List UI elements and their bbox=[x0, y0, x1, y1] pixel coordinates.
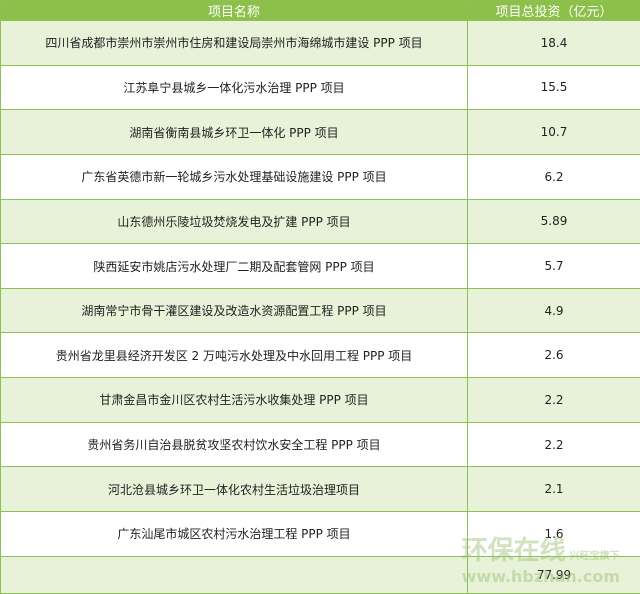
project-name: 广东汕尾市城区农村污水治理工程 PPP 项目 bbox=[0, 511, 468, 557]
table-row: 贵州省龙里县经济开发区 2 万吨污水处理及中水回用工程 PPP 项目 2.6 bbox=[0, 332, 640, 379]
investment: 1.6 bbox=[467, 511, 640, 557]
investment: 10.7 bbox=[467, 109, 640, 155]
header-cell: 项目名称 bbox=[0, 0, 468, 21]
investment: 4.9 bbox=[467, 287, 640, 334]
investment: 5.7 bbox=[467, 243, 640, 289]
investment: 15.5 bbox=[467, 64, 640, 111]
project-name: 湖南常宁市骨干灌区建设及改造水资源配置工程 PPP 项目 bbox=[0, 287, 468, 334]
table-row: 甘肃金昌市金川区农村生活污水收集处理 PPP 项目 2.2 bbox=[0, 377, 640, 423]
table-row: 湖南常宁市骨干灌区建设及改造水资源配置工程 PPP 项目 4.9 bbox=[0, 287, 640, 334]
project-name: 贵州省龙里县经济开发区 2 万吨污水处理及中水回用工程 PPP 项目 bbox=[0, 332, 468, 379]
total-label bbox=[0, 555, 468, 594]
project-name: 河北沧县城乡环卫一体化农村生活垃圾治理项目 bbox=[0, 466, 468, 513]
project-name: 广东省英德市新一轮城乡污水处理基础设施建设 PPP 项目 bbox=[0, 153, 468, 200]
project-name: 湖南省衡南县城乡环卫一体化 PPP 项目 bbox=[0, 109, 468, 155]
table-row: 四川省成都市崇州市崇州市住房和建设局崇州市海绵城市建设 PPP 项目 18.4 bbox=[0, 20, 640, 66]
table-row: 江苏阜宁县城乡一体化污水治理 PPP 项目 15.5 bbox=[0, 64, 640, 111]
project-name: 四川省成都市崇州市崇州市住房和建设局崇州市海绵城市建设 PPP 项目 bbox=[0, 20, 468, 66]
project-name: 甘肃金昌市金川区农村生活污水收集处理 PPP 项目 bbox=[0, 377, 468, 423]
investment: 2.6 bbox=[467, 332, 640, 379]
project-name: 山东德州乐陵垃圾焚烧发电及扩建 PPP 项目 bbox=[0, 198, 468, 245]
investment: 2.2 bbox=[467, 377, 640, 423]
investment: 2.2 bbox=[467, 421, 640, 468]
table-row: 陕西延安市姚店污水处理厂二期及配套管网 PPP 项目 5.7 bbox=[0, 243, 640, 289]
watermark-url: www.hbzhan.com bbox=[461, 567, 620, 586]
investment: 18.4 bbox=[467, 20, 640, 66]
watermark-tag: 兴旺宝旗下 bbox=[569, 551, 620, 562]
project-name: 江苏阜宁县城乡一体化污水治理 PPP 项目 bbox=[0, 64, 468, 111]
table-row: 贵州省务川自治县脱贫攻坚农村饮水安全工程 PPP 项目 2.2 bbox=[0, 421, 640, 468]
watermark: 环保在线 兴旺宝旗下 www.hbzhan.com bbox=[462, 530, 620, 586]
table-row: 河北沧县城乡环卫一体化农村生活垃圾治理项目 2.1 bbox=[0, 466, 640, 513]
investment: 2.1 bbox=[467, 466, 640, 513]
project-name: 陕西延安市姚店污水处理厂二期及配套管网 PPP 项目 bbox=[0, 243, 468, 289]
table-row: 广东省英德市新一轮城乡污水处理基础设施建设 PPP 项目 6.2 bbox=[0, 153, 640, 200]
table-row: 广东汕尾市城区农村污水治理工程 PPP 项目 1.6 bbox=[0, 511, 640, 557]
header-row: 项目名称 项目总投资（亿元） bbox=[0, 0, 640, 21]
total-row: 77.99 bbox=[0, 555, 640, 594]
table-row: 湖南省衡南县城乡环卫一体化 PPP 项目 10.7 bbox=[0, 109, 640, 155]
investment: 5.89 bbox=[467, 198, 640, 245]
project-name: 贵州省务川自治县脱贫攻坚农村饮水安全工程 PPP 项目 bbox=[0, 421, 468, 468]
table-row: 山东德州乐陵垃圾焚烧发电及扩建 PPP 项目 5.89 bbox=[0, 198, 640, 245]
investment: 6.2 bbox=[467, 153, 640, 200]
watermark-brand: 环保在线 bbox=[461, 536, 566, 566]
header-cell: 项目总投资（亿元） bbox=[467, 0, 640, 21]
